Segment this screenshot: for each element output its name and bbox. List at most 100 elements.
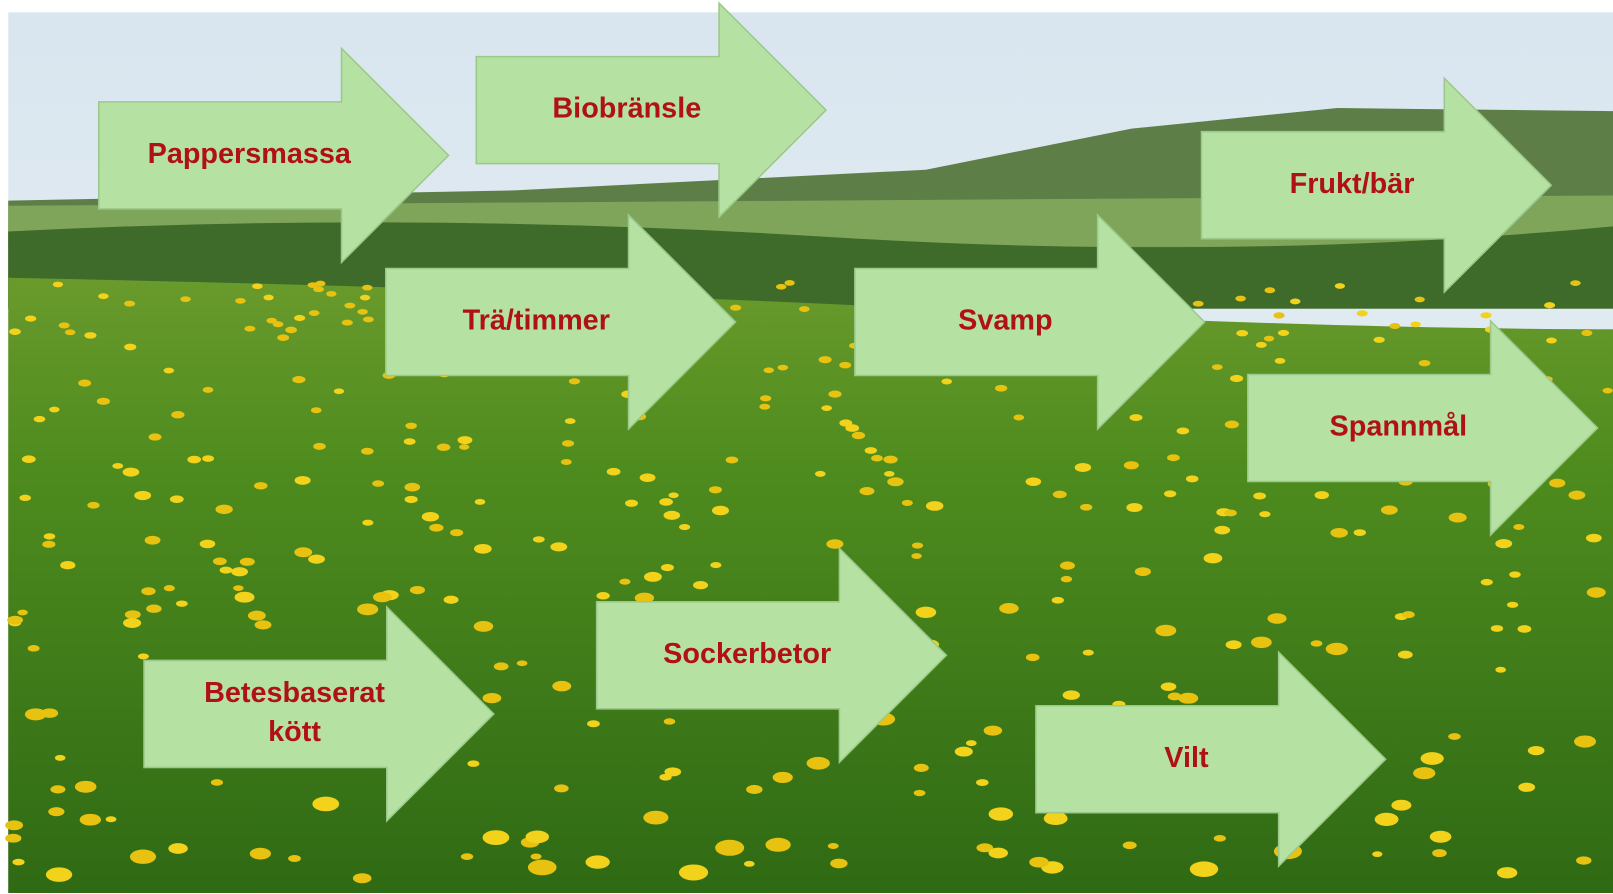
flower	[883, 456, 897, 464]
flower	[784, 280, 794, 286]
flower	[475, 499, 486, 505]
flower	[1421, 752, 1444, 765]
flower	[989, 807, 1013, 820]
arrow-label: Spannmål	[1330, 411, 1468, 443]
flower	[203, 387, 214, 393]
flower	[1214, 835, 1226, 842]
flower	[760, 395, 771, 401]
flower	[405, 496, 418, 503]
flower	[171, 411, 184, 418]
flower	[826, 539, 843, 548]
flower	[865, 447, 877, 454]
flower	[830, 859, 847, 869]
flower	[1330, 528, 1347, 538]
flower	[1126, 503, 1142, 512]
flower	[285, 327, 297, 334]
flower	[1178, 693, 1198, 704]
flower	[200, 540, 216, 549]
flower	[180, 296, 190, 302]
flower	[1509, 571, 1521, 577]
flower	[1449, 513, 1467, 523]
flower	[625, 500, 638, 507]
flower	[277, 334, 289, 341]
flower	[250, 848, 271, 860]
flower	[49, 407, 59, 413]
flower	[528, 860, 557, 876]
flower	[211, 779, 223, 786]
flower	[1549, 479, 1565, 488]
arrow-label: Frukt/bär	[1290, 168, 1415, 200]
flower	[839, 362, 851, 369]
flower	[1177, 428, 1190, 435]
flower	[9, 328, 21, 335]
flower	[1124, 461, 1139, 469]
flower	[1256, 342, 1267, 348]
flower	[1410, 321, 1420, 327]
flower	[55, 755, 66, 761]
flower	[852, 432, 865, 439]
flower	[550, 542, 567, 551]
flower	[141, 587, 155, 595]
flower	[661, 564, 674, 571]
flower	[1495, 539, 1512, 548]
flower	[712, 506, 729, 515]
flower	[1544, 302, 1555, 308]
flower	[1161, 682, 1177, 691]
flower	[248, 611, 266, 621]
flower	[437, 444, 451, 451]
flower	[308, 282, 318, 288]
flower	[255, 620, 272, 629]
flower	[828, 843, 839, 849]
flower	[494, 662, 509, 670]
flower	[1518, 783, 1535, 792]
flower	[1311, 640, 1323, 646]
flower	[353, 873, 372, 883]
flower	[1513, 524, 1524, 530]
arrow-label: Trä/timmer	[463, 305, 610, 337]
flower	[819, 356, 832, 363]
flower	[1290, 299, 1300, 305]
flower	[146, 604, 161, 612]
flower	[216, 505, 233, 514]
flower	[22, 455, 36, 463]
flower	[1574, 735, 1596, 747]
flower	[1026, 654, 1040, 662]
flower	[450, 529, 463, 536]
flower	[659, 498, 673, 506]
flower	[145, 536, 161, 545]
flower	[213, 557, 227, 565]
flower	[106, 816, 117, 822]
flower	[554, 784, 569, 792]
flower	[1375, 813, 1399, 826]
flower	[53, 282, 63, 288]
flower	[984, 726, 1003, 736]
flower	[871, 455, 883, 462]
flower	[363, 316, 374, 322]
flower	[309, 310, 320, 316]
flower	[1236, 330, 1248, 336]
flower	[533, 536, 545, 542]
flower	[995, 385, 1007, 392]
flower	[112, 463, 123, 469]
flower	[1026, 477, 1042, 486]
flower	[1123, 842, 1137, 850]
flower	[1278, 330, 1289, 336]
flower	[5, 834, 21, 843]
flower	[693, 581, 708, 589]
flower	[164, 585, 175, 591]
flower	[1389, 323, 1400, 329]
flower	[1391, 800, 1411, 811]
arrow-label: Biobränsle	[552, 93, 701, 125]
flower	[664, 718, 676, 724]
flower	[130, 850, 156, 864]
flower	[1570, 280, 1580, 286]
flower	[764, 367, 774, 373]
flower	[1357, 310, 1368, 316]
flower	[429, 524, 443, 532]
flower	[1497, 867, 1517, 878]
flower	[313, 443, 326, 450]
flower	[1568, 491, 1585, 500]
flower	[1354, 529, 1366, 536]
flower	[1264, 336, 1274, 342]
flower	[586, 855, 610, 868]
